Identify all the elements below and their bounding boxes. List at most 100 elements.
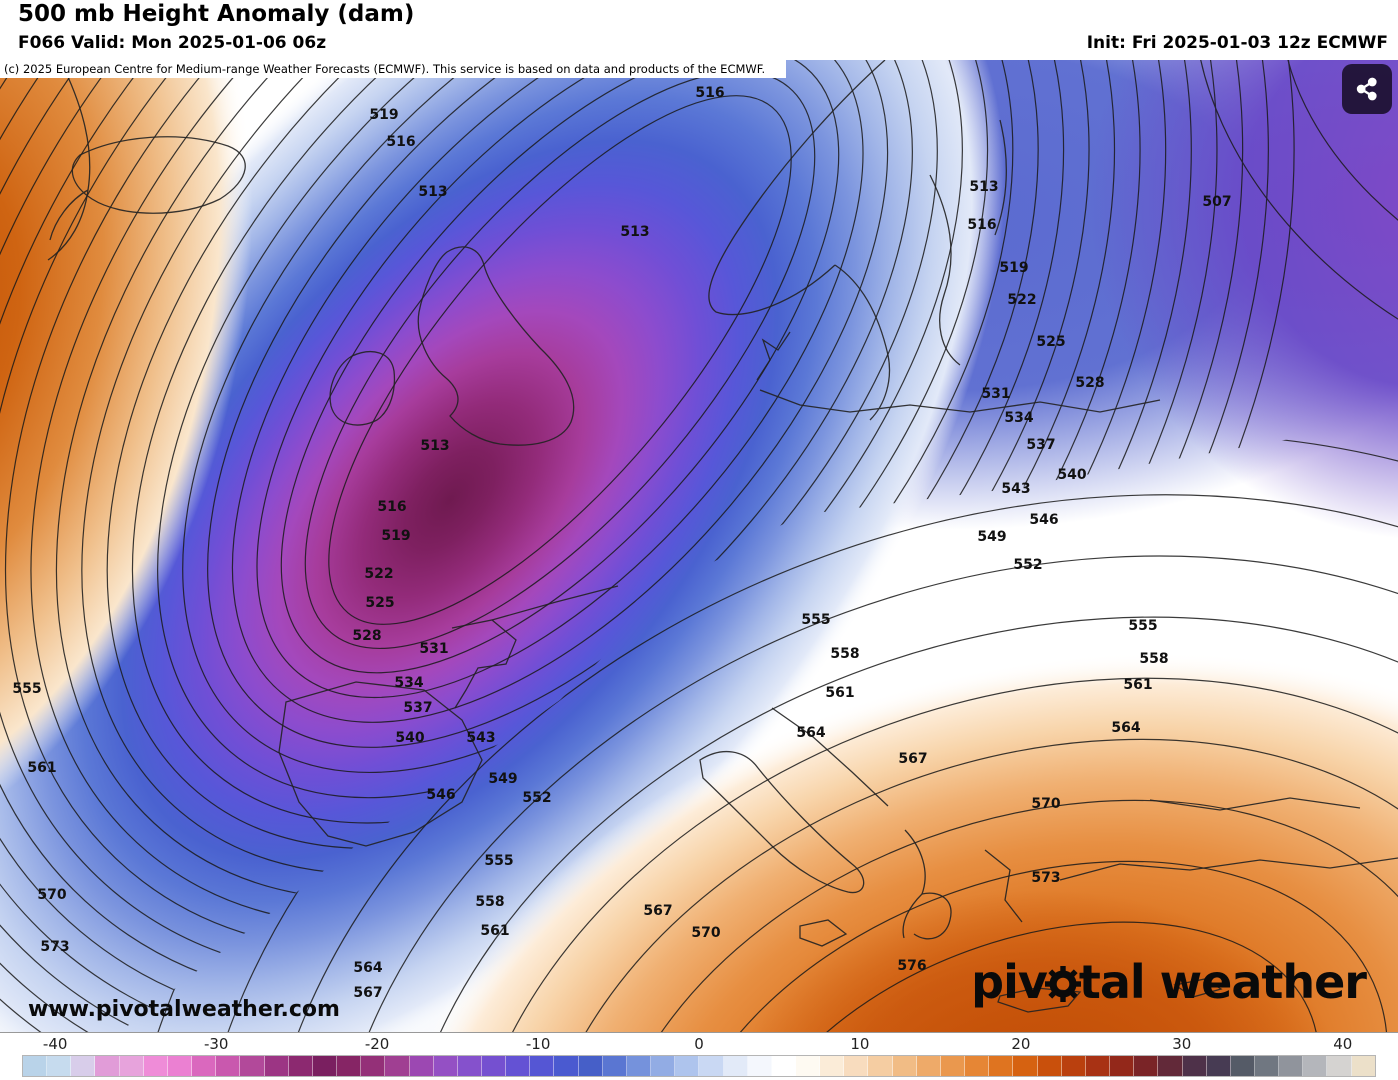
anomaly-shading (0, 60, 1398, 1032)
colorbar-tick-label: -20 (364, 1035, 390, 1053)
contour-label: 516 (386, 134, 416, 150)
contour-label: 555 (484, 853, 514, 869)
colorbar-segment (530, 1056, 555, 1076)
colorbar-segment (143, 1056, 168, 1076)
colorbar-segment (288, 1056, 313, 1076)
colorbar-segment (240, 1056, 265, 1076)
share-icon (1356, 77, 1377, 101)
contour-label: 546 (1029, 512, 1059, 528)
colorbar-segment (95, 1056, 120, 1076)
contour-label: 573 (40, 939, 70, 955)
contour-label: 561 (825, 685, 855, 701)
colorbar-legend: -40 -30 -20 -10 0 10 20 30 40 (0, 1033, 1398, 1080)
colorbar-segment (409, 1056, 434, 1076)
colorbar-segment (216, 1056, 241, 1076)
contour-label: 549 (488, 771, 518, 787)
logo-text-right: tal weather (1078, 955, 1367, 1009)
contour-label: 537 (403, 700, 433, 716)
contour-label: 516 (695, 85, 725, 101)
colorbar-segment (651, 1056, 676, 1076)
colorbar-segment (578, 1056, 603, 1076)
colorbar-segment (264, 1056, 289, 1076)
colorbar-tick-label: 40 (1333, 1035, 1353, 1053)
header: 500 mb Height Anomaly (dam) F066 Valid: … (0, 0, 1398, 60)
colorbar-segment (747, 1056, 772, 1076)
page-title: 500 mb Height Anomaly (dam) (18, 1, 415, 27)
colorbar-segment (506, 1056, 531, 1076)
contour-label: 561 (1123, 677, 1153, 693)
contour-label: 537 (1026, 437, 1056, 453)
contour-label: 573 (1031, 870, 1061, 886)
colorbar-segment (1110, 1056, 1135, 1076)
colorbar-segment (844, 1056, 869, 1076)
share-button[interactable] (1342, 64, 1392, 114)
contour-label: 513 (420, 438, 450, 454)
colorbar-segment (1085, 1056, 1111, 1076)
contour-label: 516 (377, 499, 407, 515)
copyright-notice: (c) 2025 European Centre for Medium-rang… (0, 60, 786, 78)
colorbar-segment (71, 1056, 96, 1076)
contour-label: 558 (830, 646, 860, 662)
colorbar-segment (457, 1056, 482, 1076)
colorbar-tick-label: -30 (203, 1035, 229, 1053)
contour-label: 555 (12, 681, 42, 697)
contour-label: 540 (395, 730, 425, 746)
colorbar-tick-label: -40 (42, 1035, 68, 1053)
contour-label: 513 (418, 184, 448, 200)
colorbar-segment (1013, 1056, 1038, 1076)
colorbar-segment (940, 1056, 966, 1076)
colorbar-segment (699, 1056, 724, 1076)
colorbar-segment (1061, 1056, 1086, 1076)
colorbar-segment (626, 1056, 652, 1076)
contour-label: 525 (1036, 334, 1066, 350)
contour-label: 552 (1013, 557, 1043, 573)
contour-label: 561 (27, 760, 57, 776)
contour-label: 543 (466, 730, 496, 746)
colorbar-segment (1134, 1056, 1159, 1076)
colorbar-segment (723, 1056, 748, 1076)
contour-label: 534 (1004, 410, 1034, 426)
contour-label: 528 (352, 628, 382, 644)
contour-label: 546 (426, 787, 456, 803)
colorbar-segment (312, 1056, 338, 1076)
colorbar-segment (675, 1056, 700, 1076)
contour-label: 555 (801, 612, 831, 628)
contour-label: 549 (977, 529, 1007, 545)
contour-label: 576 (897, 958, 927, 974)
contour-label: 558 (1139, 651, 1169, 667)
colorbar-segment (337, 1056, 362, 1076)
colorbar-segment (481, 1056, 507, 1076)
contour-label: 534 (394, 675, 424, 691)
colorbar-segment (119, 1056, 144, 1076)
contour-label: 528 (1075, 375, 1105, 391)
colorbar-segment (602, 1056, 627, 1076)
colorbar-segment (1303, 1056, 1328, 1076)
contour-label: 522 (1007, 292, 1037, 308)
colorbar-segment (1182, 1056, 1207, 1076)
colorbar-segment (989, 1056, 1014, 1076)
colorbar-segment (771, 1056, 796, 1076)
contour-label: 513 (969, 179, 999, 195)
contour-label: 561 (480, 923, 510, 939)
contour-label: 519 (381, 528, 411, 544)
colorbar-segment (554, 1056, 579, 1076)
colorbar-segment (433, 1056, 458, 1076)
contour-label: 513 (620, 224, 650, 240)
colorbar-segment (1327, 1056, 1352, 1076)
colorbar (22, 1055, 1376, 1077)
colorbar-tick-label: 20 (1011, 1035, 1031, 1053)
colorbar-segment (1230, 1056, 1255, 1076)
colorbar-segment (23, 1056, 48, 1076)
colorbar-segment (1351, 1056, 1375, 1076)
colorbar-segment (1158, 1056, 1183, 1076)
contour-label: 564 (353, 960, 383, 976)
colorbar-segment (892, 1056, 917, 1076)
anomaly-field-canvas (0, 60, 1398, 1032)
colorbar-segment (361, 1056, 386, 1076)
colorbar-segment (1279, 1056, 1304, 1076)
contour-label: 570 (1031, 796, 1061, 812)
contour-label: 522 (364, 566, 394, 582)
weather-map: 513 516 519 516 513 507 513 516 519 522 525 528 531 5… (0, 60, 1398, 1033)
gear-icon (1044, 966, 1081, 1002)
contour-label: 525 (365, 595, 395, 611)
